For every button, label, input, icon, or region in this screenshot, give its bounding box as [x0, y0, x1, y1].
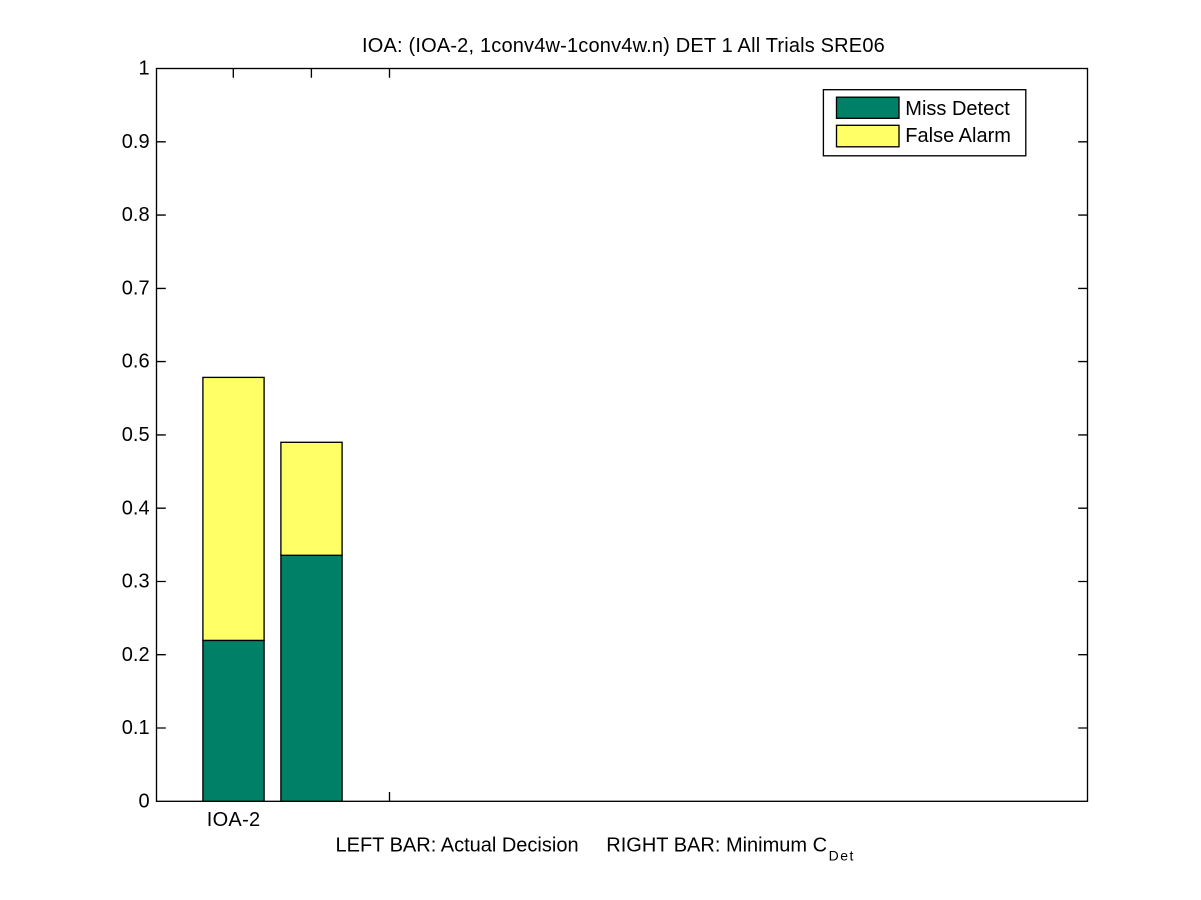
svg-text:1: 1: [138, 58, 149, 80]
svg-text:0.1: 0.1: [122, 717, 150, 739]
svg-text:0.9: 0.9: [122, 131, 150, 153]
svg-text:0: 0: [138, 790, 149, 812]
svg-text:False Alarm: False Alarm: [905, 125, 1011, 147]
svg-text:0.4: 0.4: [122, 497, 150, 519]
svg-text:0.2: 0.2: [122, 644, 150, 666]
svg-text:0.7: 0.7: [122, 278, 150, 300]
svg-text:0.6: 0.6: [122, 351, 150, 373]
svg-text:Det: Det: [829, 848, 855, 864]
svg-text:0.5: 0.5: [122, 424, 150, 446]
svg-text:IOA-2: IOA-2: [207, 809, 261, 831]
svg-text:LEFT BAR: Actual Decision: LEFT BAR: Actual Decision: [336, 835, 579, 857]
svg-text:0.8: 0.8: [122, 204, 150, 226]
svg-text:RIGHT BAR: Minimum C: RIGHT BAR: Minimum C: [606, 835, 827, 857]
svg-text:0.3: 0.3: [122, 571, 150, 593]
svg-text:IOA: (IOA-2, 1conv4w-1conv4w.n: IOA: (IOA-2, 1conv4w-1conv4w.n) DET 1 Al…: [362, 35, 885, 57]
svg-text:Miss Detect: Miss Detect: [905, 98, 1010, 120]
